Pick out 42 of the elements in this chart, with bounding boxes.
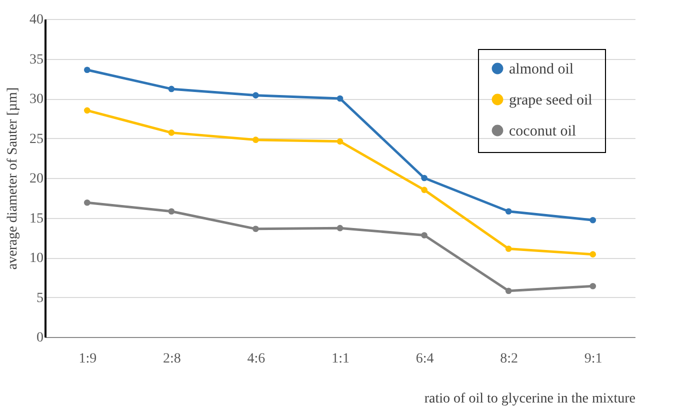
point <box>505 288 512 294</box>
x-tick-label: 6:4 <box>416 352 434 366</box>
y-tick-label: 40 <box>30 12 44 28</box>
x-tick-label: 1:1 <box>332 352 350 366</box>
x-tick-label: 1:9 <box>78 352 97 366</box>
point <box>590 216 596 224</box>
point <box>84 66 90 74</box>
x-axis-title: ratio of oil to glycerine in the mixture <box>424 392 636 406</box>
y-tick-label: 0 <box>36 330 44 346</box>
point <box>168 86 175 92</box>
point <box>590 282 596 290</box>
x-tick-label: 4:6 <box>247 352 266 366</box>
legend-label: grape seed oil <box>509 92 592 108</box>
x-tick-label: 2:8 <box>162 352 181 366</box>
y-tick-label: 5 <box>36 290 44 306</box>
point <box>168 130 175 136</box>
point <box>421 232 428 238</box>
y-tick-label: 20 <box>30 172 44 186</box>
point <box>336 224 344 232</box>
legend-label: almond oil <box>509 62 574 78</box>
point <box>590 251 596 258</box>
point <box>168 208 175 215</box>
point <box>421 186 428 194</box>
y-tick-label: 35 <box>30 52 44 68</box>
point <box>84 107 90 114</box>
point <box>252 226 259 232</box>
y-axis-title: average diameter of Sauter [µm] <box>6 87 20 270</box>
y-tick-label: 10 <box>30 251 44 266</box>
point <box>421 174 428 182</box>
point <box>336 95 344 102</box>
legend-label: coconut oil <box>509 124 576 140</box>
point <box>505 208 512 215</box>
x-tick-label: 8:2 <box>500 352 518 366</box>
point <box>84 199 90 206</box>
point <box>505 246 512 252</box>
y-tick-label: 30 <box>30 92 44 107</box>
y-tick-label: 15 <box>30 211 44 226</box>
x-tick-label: 9:1 <box>584 352 602 366</box>
point <box>336 138 344 145</box>
point <box>252 92 259 98</box>
point <box>252 136 259 143</box>
y-tick-label: 25 <box>30 132 44 147</box>
